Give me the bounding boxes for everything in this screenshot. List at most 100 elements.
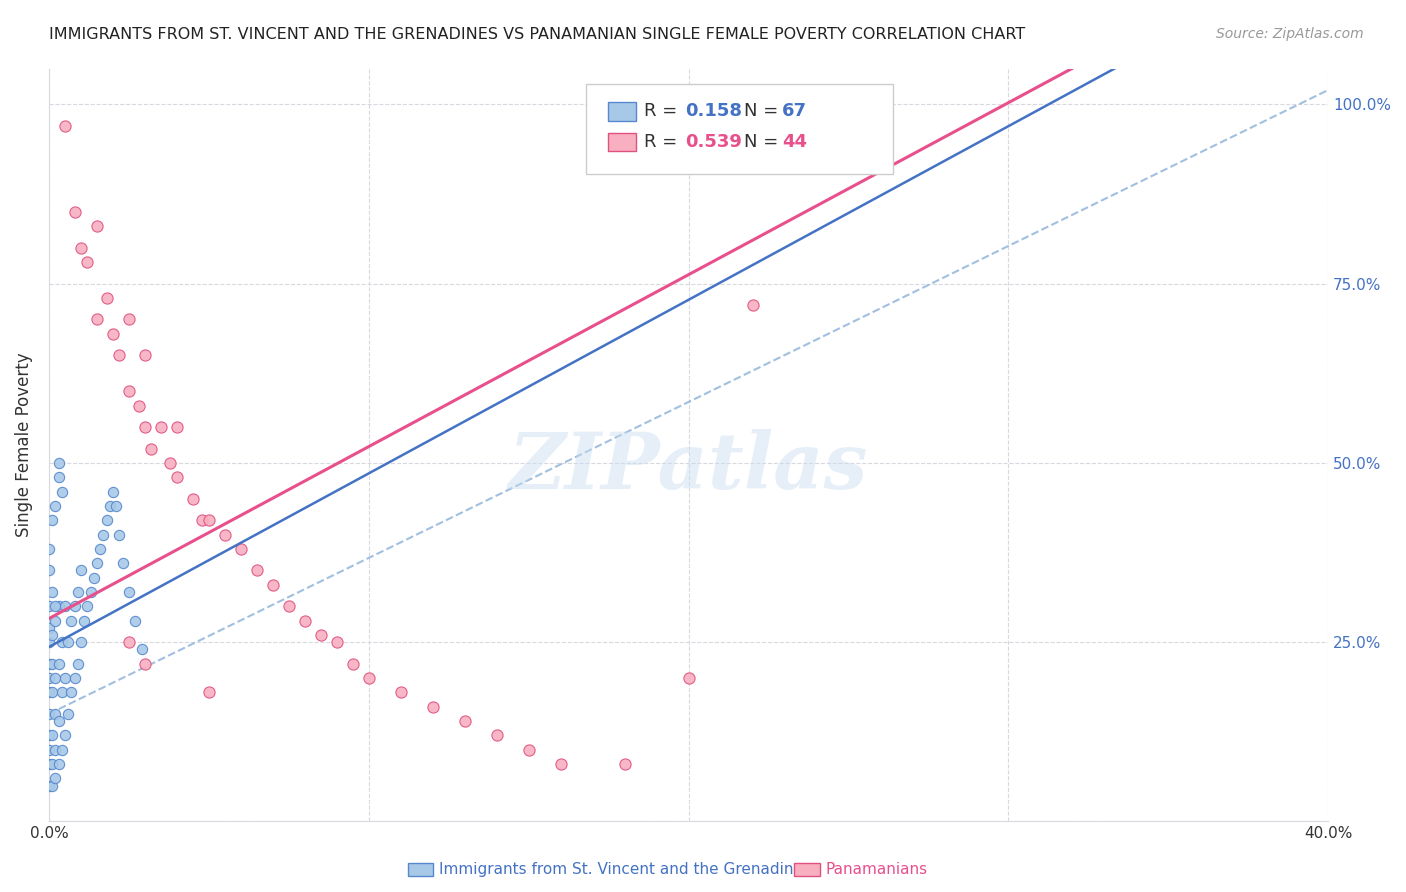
Point <box>389 685 412 699</box>
Bar <box>607 133 636 152</box>
Text: Source: ZipAtlas.com: Source: ZipAtlas.com <box>1216 27 1364 41</box>
Point <box>86 219 108 234</box>
Point <box>118 585 141 599</box>
Point <box>60 614 83 628</box>
Point <box>111 557 134 571</box>
Point <box>38 779 60 793</box>
Point <box>191 513 214 527</box>
Point <box>44 743 66 757</box>
Point <box>53 119 76 133</box>
Point <box>118 312 141 326</box>
Point <box>63 205 86 219</box>
Point <box>326 635 349 649</box>
Text: 0.539: 0.539 <box>685 133 741 151</box>
Point <box>422 699 444 714</box>
Point <box>166 420 188 434</box>
Point <box>41 757 63 772</box>
Point <box>294 614 316 628</box>
Point <box>63 671 86 685</box>
Point <box>48 599 70 614</box>
Point <box>134 657 156 671</box>
Point <box>86 557 108 571</box>
Point <box>342 657 364 671</box>
Point <box>56 706 79 721</box>
Point <box>678 671 700 685</box>
Point <box>70 241 93 255</box>
Point <box>51 743 73 757</box>
Point <box>63 599 86 614</box>
Point <box>38 743 60 757</box>
Point <box>277 599 299 614</box>
Point <box>517 743 540 757</box>
Point <box>246 564 269 578</box>
Text: 0.158: 0.158 <box>685 103 742 120</box>
Point <box>44 614 66 628</box>
Point <box>101 326 124 341</box>
Point <box>118 384 141 399</box>
Text: 67: 67 <box>782 103 807 120</box>
Point <box>38 757 60 772</box>
Point <box>134 348 156 362</box>
Point <box>131 642 153 657</box>
Text: ZIPatlas: ZIPatlas <box>509 429 869 506</box>
Point <box>485 728 508 742</box>
Point <box>128 399 150 413</box>
Point <box>70 564 93 578</box>
Point <box>108 527 131 541</box>
Point <box>134 420 156 434</box>
Point <box>48 657 70 671</box>
Point <box>60 685 83 699</box>
Point <box>38 685 60 699</box>
Point <box>41 685 63 699</box>
Point <box>118 635 141 649</box>
Point <box>91 527 114 541</box>
Point <box>198 513 221 527</box>
Point <box>38 621 60 635</box>
Point <box>166 470 188 484</box>
Point <box>76 599 98 614</box>
Point <box>124 614 146 628</box>
Point <box>357 671 380 685</box>
Point <box>101 484 124 499</box>
Point <box>41 585 63 599</box>
Point <box>105 499 128 513</box>
Point <box>44 772 66 786</box>
Point <box>53 599 76 614</box>
Text: 44: 44 <box>782 133 807 151</box>
Point <box>44 599 66 614</box>
Point <box>229 541 252 556</box>
Y-axis label: Single Female Poverty: Single Female Poverty <box>15 352 32 537</box>
Point <box>262 578 284 592</box>
Point <box>86 312 108 326</box>
Text: N =: N = <box>744 133 783 151</box>
Point <box>159 456 181 470</box>
Point <box>38 564 60 578</box>
Point <box>56 635 79 649</box>
Point <box>96 513 118 527</box>
Point <box>44 499 66 513</box>
Point <box>41 728 63 742</box>
Point <box>550 757 572 772</box>
Point <box>613 757 636 772</box>
Point <box>70 635 93 649</box>
Point <box>66 657 89 671</box>
Point <box>41 628 63 642</box>
Point <box>96 291 118 305</box>
Point <box>51 635 73 649</box>
Point <box>66 585 89 599</box>
Point <box>53 728 76 742</box>
Point <box>48 470 70 484</box>
Point <box>181 491 204 506</box>
Point <box>44 671 66 685</box>
Point <box>38 541 60 556</box>
Point <box>48 757 70 772</box>
Point <box>83 571 105 585</box>
Point <box>38 599 60 614</box>
Point <box>53 671 76 685</box>
Point <box>51 685 73 699</box>
Point <box>198 685 221 699</box>
Point <box>741 298 763 312</box>
Point <box>44 706 66 721</box>
Point <box>73 614 96 628</box>
Point <box>309 628 332 642</box>
